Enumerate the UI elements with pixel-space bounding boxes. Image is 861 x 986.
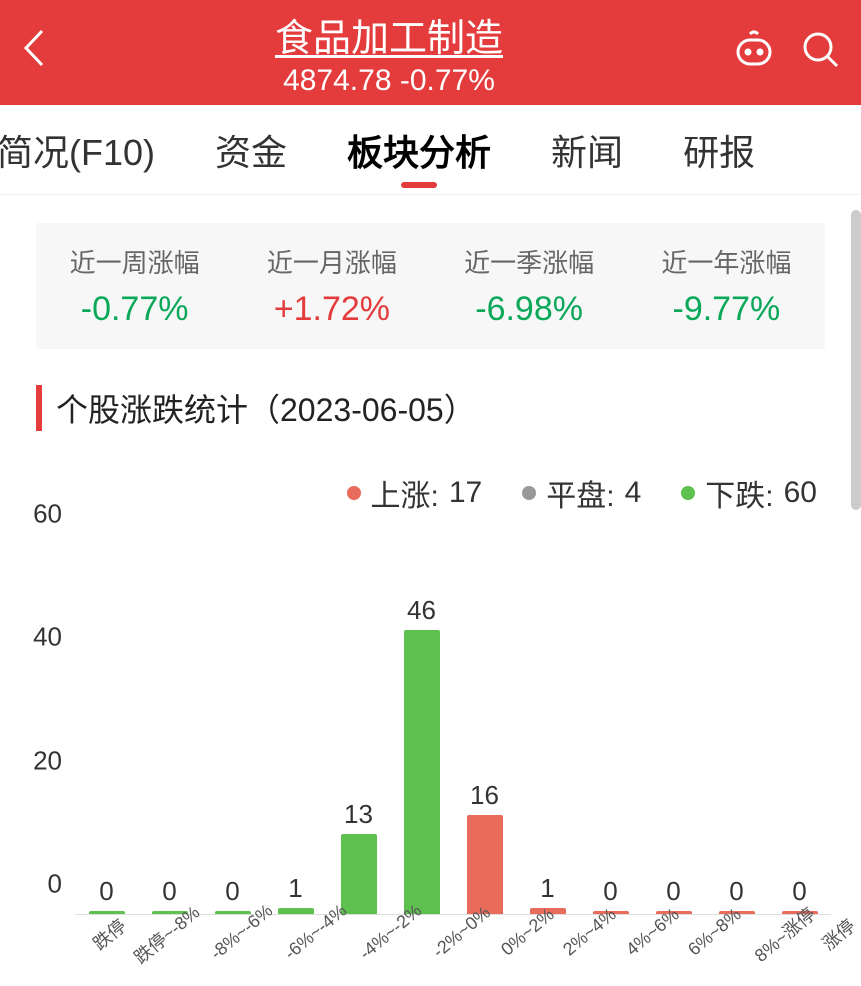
bar-value-label: 16	[470, 780, 499, 811]
distribution-chart: 0204060 000113461610000 跌停跌停~-8%-8%~-6%-…	[20, 535, 841, 975]
bar-wrap: 0	[138, 545, 201, 914]
bar-wrap: 0	[75, 545, 138, 914]
y-tick-label: 60	[33, 499, 62, 530]
y-tick-label: 0	[48, 869, 62, 900]
header-center: 食品加工制造 4874.78 -0.77%	[46, 7, 732, 98]
tab-sector-analysis[interactable]: 板块分析	[317, 105, 521, 194]
plot-area: 000113461610000	[75, 545, 831, 915]
assistant-icon[interactable]	[732, 30, 776, 75]
stat-quarter: 近一季涨幅 -6.98%	[431, 243, 628, 329]
bar	[404, 630, 440, 914]
search-icon[interactable]	[801, 30, 841, 75]
stat-label: 近一周涨幅	[36, 243, 233, 280]
tab-research[interactable]: 研报	[653, 105, 785, 194]
bar-wrap: 0	[201, 545, 264, 914]
dot-icon	[347, 486, 361, 500]
y-tick-label: 40	[33, 622, 62, 653]
bar-wrap: 13	[327, 545, 390, 914]
bar-wrap: 0	[768, 545, 831, 914]
legend-down: 下跌: 60	[681, 471, 817, 515]
bar-wrap: 1	[264, 545, 327, 914]
bar-value-label: 13	[344, 799, 373, 830]
bar-wrap: 0	[705, 545, 768, 914]
bar-wrap: 0	[579, 545, 642, 914]
bar	[341, 834, 377, 914]
stat-label: 近一季涨幅	[431, 243, 628, 280]
stat-year: 近一年涨幅 -9.77%	[628, 243, 825, 329]
bar-wrap: 1	[516, 545, 579, 914]
stat-month: 近一月涨幅 +1.72%	[233, 243, 430, 329]
bar-value-label: 0	[225, 876, 239, 907]
header-actions	[732, 30, 841, 75]
bar-wrap: 16	[453, 545, 516, 914]
tab-profile[interactable]: 简况(F10)	[0, 105, 185, 194]
y-axis: 0204060	[20, 535, 70, 915]
bar-wrap: 46	[390, 545, 453, 914]
stat-label: 近一年涨幅	[628, 243, 825, 280]
page-title[interactable]: 食品加工制造	[46, 7, 732, 62]
tab-funds[interactable]: 资金	[185, 105, 317, 194]
bars: 000113461610000	[75, 545, 831, 914]
tab-bar: 简况(F10) 资金 板块分析 新闻 研报	[0, 105, 861, 195]
dot-icon	[681, 486, 695, 500]
dot-icon	[522, 486, 536, 500]
header-subvalue: 4874.78 -0.77%	[46, 64, 732, 98]
bar-value-label: 1	[288, 873, 302, 904]
legend-up: 上涨: 17	[347, 471, 483, 515]
header: 食品加工制造 4874.78 -0.77%	[0, 0, 861, 105]
stat-value: -6.98%	[431, 290, 628, 329]
bar-value-label: 0	[729, 876, 743, 907]
chart-legend: 上涨: 17 平盘: 4 下跌: 60	[0, 471, 817, 515]
bar-value-label: 46	[407, 595, 436, 626]
stat-value: -9.77%	[628, 290, 825, 329]
section-title: 个股涨跌统计（2023-06-05）	[36, 385, 825, 431]
stat-value: +1.72%	[233, 290, 430, 329]
stat-value: -0.77%	[36, 290, 233, 329]
legend-flat: 平盘: 4	[522, 471, 641, 515]
bar-wrap: 0	[642, 545, 705, 914]
scrollbar[interactable]	[851, 210, 861, 510]
stat-label: 近一月涨幅	[233, 243, 430, 280]
x-axis: 跌停跌停~-8%-8%~-6%-6%~-4%-4%~-2%-2%~0%0%~2%…	[75, 915, 831, 975]
y-tick-label: 20	[33, 745, 62, 776]
stats-row: 近一周涨幅 -0.77% 近一月涨幅 +1.72% 近一季涨幅 -6.98% 近…	[36, 223, 825, 349]
stat-week: 近一周涨幅 -0.77%	[36, 243, 233, 329]
back-icon[interactable]	[20, 27, 46, 78]
bar-value-label: 1	[540, 873, 554, 904]
tab-news[interactable]: 新闻	[521, 105, 653, 194]
